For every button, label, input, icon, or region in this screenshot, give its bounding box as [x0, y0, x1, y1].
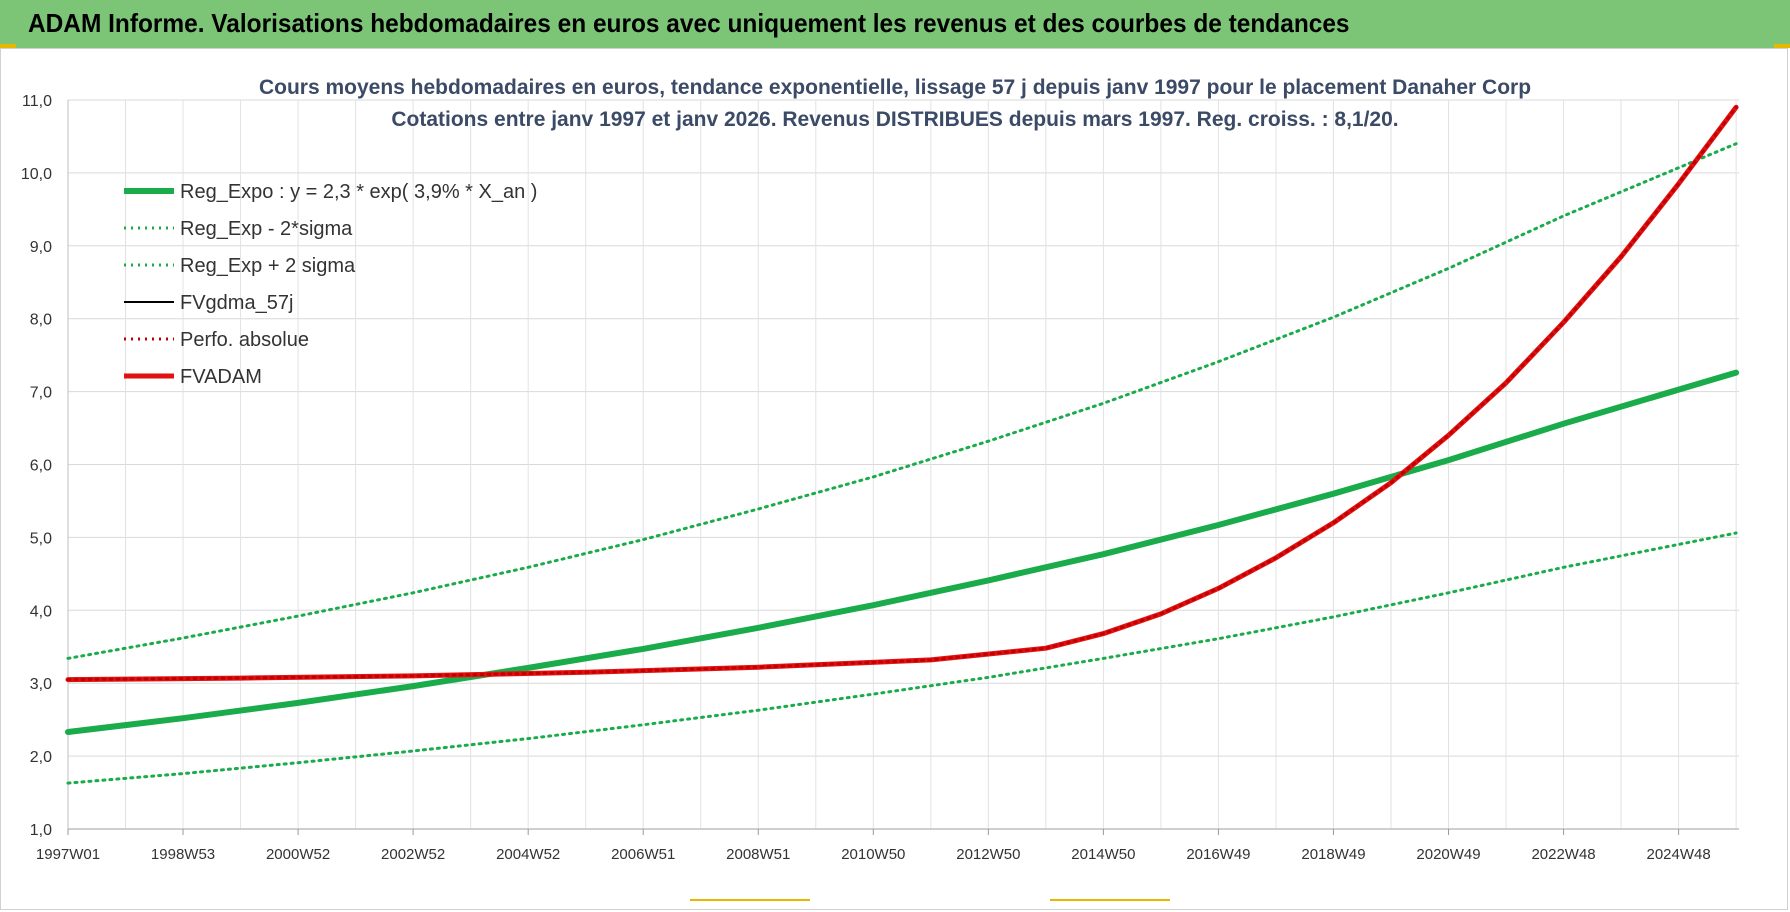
x-tick-label: 1997W01 — [36, 846, 100, 863]
corner-mark-bottom-1 — [690, 899, 810, 901]
x-tick-label: 1998W53 — [151, 846, 215, 863]
y-axis-ticks: 1,0 2,0 3,0 4,0 5,0 6,0 7,0 8,0 9,0 10,0 11,0 — [21, 93, 52, 839]
corner-mark-tr — [1774, 44, 1790, 48]
y-tick-label: 4,0 — [30, 603, 52, 620]
y-tick-label: 9,0 — [30, 239, 52, 256]
x-tick-label: 2014W50 — [1071, 846, 1135, 863]
corner-mark-bottom-2 — [1050, 899, 1170, 901]
report-banner-title: ADAM Informe. Valorisations hebdomadaire… — [28, 8, 1350, 38]
y-tick-label: 3,0 — [30, 676, 52, 693]
y-tick-label: 5,0 — [30, 530, 52, 547]
report-banner: ADAM Informe. Valorisations hebdomadaire… — [0, 0, 1790, 48]
legend-label: Perfo. absolue — [180, 329, 309, 351]
y-tick-label: 8,0 — [30, 312, 52, 329]
x-tick-label: 2016W49 — [1186, 846, 1250, 863]
chart-frame — [0, 48, 1788, 910]
y-tick-label: 11,0 — [22, 93, 52, 110]
y-tick-label: 6,0 — [30, 458, 52, 475]
x-tick-label: 2024W48 — [1646, 846, 1710, 863]
series-line-1 — [66, 531, 1738, 785]
y-tick-label: 10,0 — [21, 166, 52, 183]
x-tick-label: 2004W52 — [496, 846, 560, 863]
legend-label: Reg_Exp + 2 sigma — [180, 255, 356, 277]
series-line-0 — [65, 369, 1740, 735]
legend-label: Reg_Expo : y = 2,3 * exp( 3,9% * X_an ) — [180, 181, 537, 203]
legend-label: FVADAM — [180, 366, 262, 388]
chart-series — [65, 104, 1740, 785]
x-tick-label: 2008W51 — [726, 846, 790, 863]
x-tick-label: 2006W51 — [611, 846, 675, 863]
legend-label: FVgdma_57j — [180, 292, 293, 314]
corner-mark-tl — [0, 44, 16, 48]
x-axis-ticks: 1997W01 1998W53 2000W52 2002W52 2004W52 2006W… — [36, 829, 1711, 863]
series-line-4 — [66, 105, 1738, 682]
x-tick-label: 2010W50 — [841, 846, 905, 863]
chart-subtitle: Cotations entre janv 1997 et janv 2026. … — [391, 108, 1398, 131]
y-tick-label: 1,0 — [30, 822, 52, 839]
chart-grid — [67, 99, 1739, 830]
x-tick-label: 2020W49 — [1416, 846, 1480, 863]
x-tick-label: 2012W50 — [956, 846, 1020, 863]
x-tick-label: 2000W52 — [266, 846, 330, 863]
x-tick-label: 2018W49 — [1301, 846, 1365, 863]
y-tick-label: 7,0 — [30, 385, 52, 402]
x-tick-label: 2002W52 — [381, 846, 445, 863]
series-line-2 — [66, 142, 1738, 660]
y-tick-label: 2,0 — [30, 749, 52, 766]
chart-legend: Reg_Expo : y = 2,3 * exp( 3,9% * X_an ) R… — [124, 181, 537, 388]
chart-title: Cours moyens hebdomadaires en euros, ten… — [259, 76, 1531, 99]
legend-label: Reg_Exp - 2*sigma — [180, 218, 353, 240]
x-tick-label: 2022W48 — [1531, 846, 1595, 863]
